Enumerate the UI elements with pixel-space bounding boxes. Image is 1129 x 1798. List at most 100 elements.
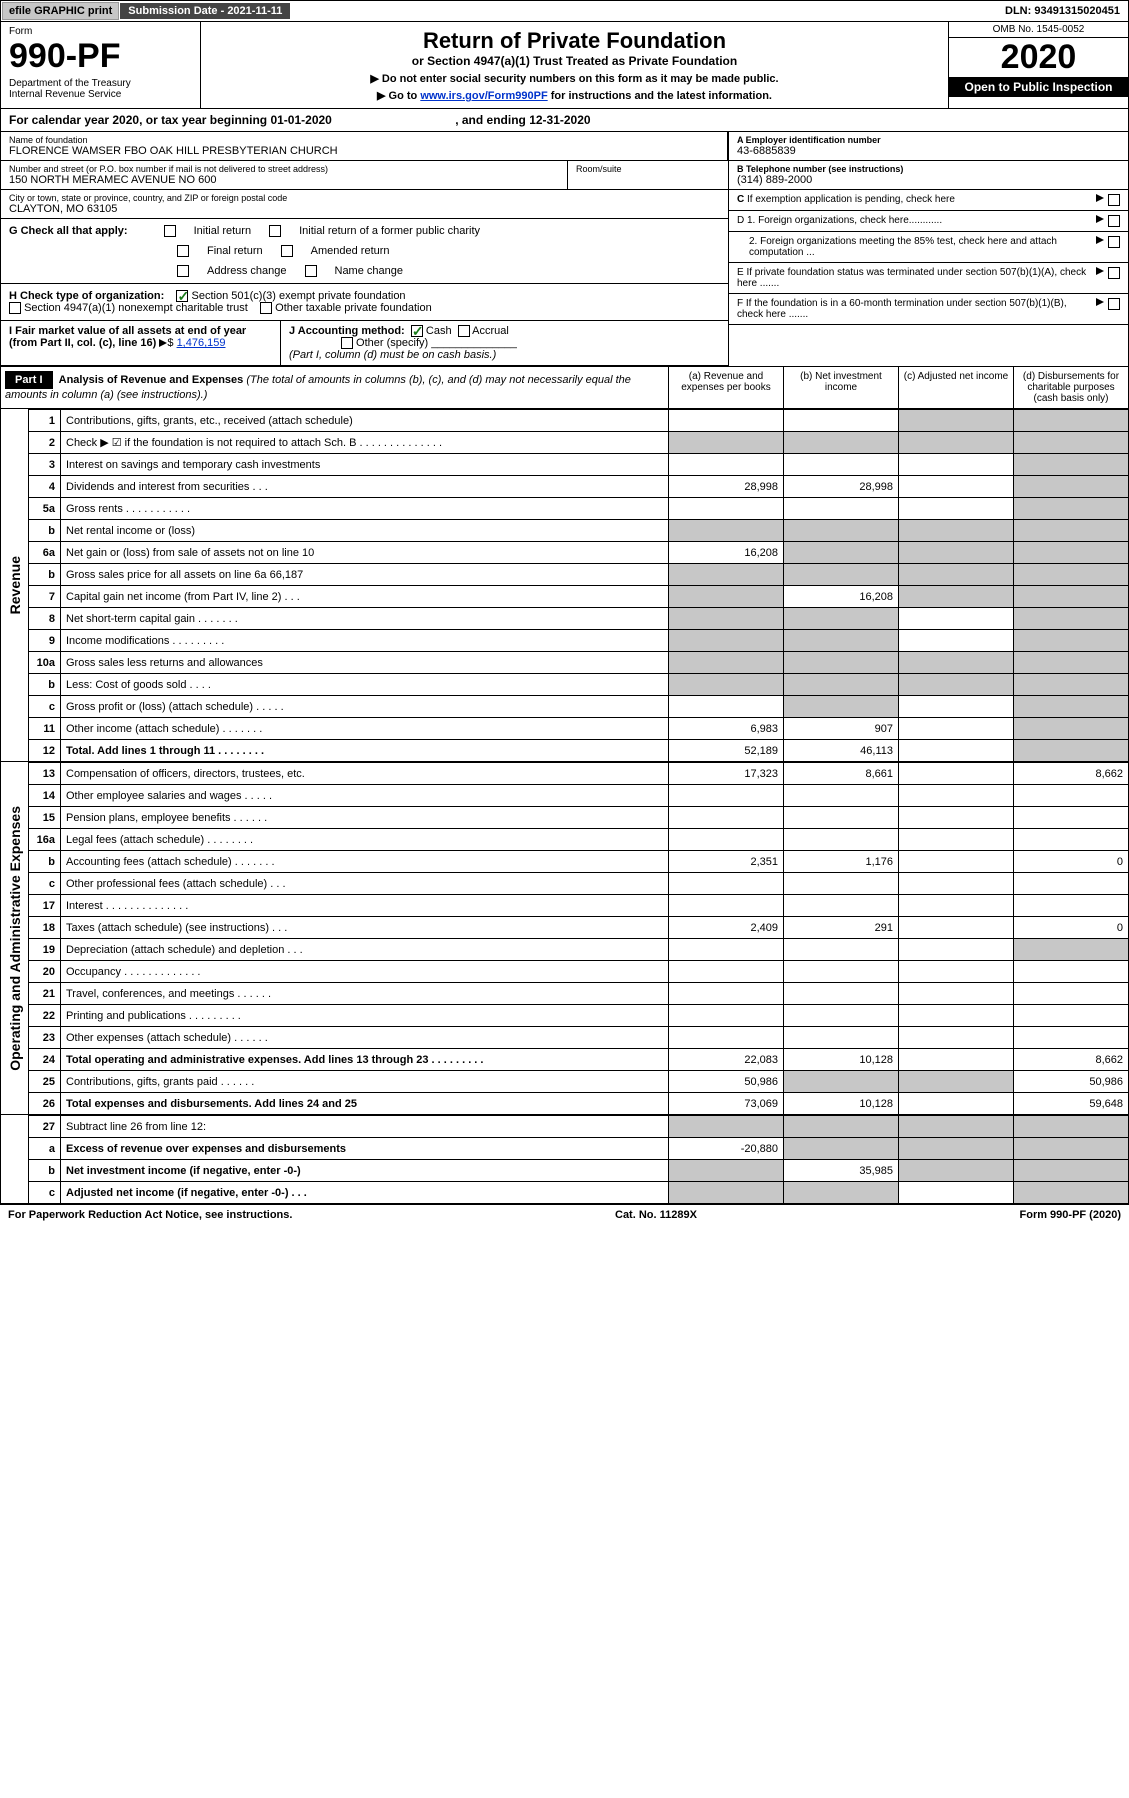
efile-print-button[interactable]: efile GRAPHIC print: [2, 2, 119, 20]
checkbox-other-taxable[interactable]: [260, 302, 272, 314]
irs-link[interactable]: www.irs.gov/Form990PF: [420, 90, 547, 102]
cell-value: 1,176: [784, 851, 899, 873]
table-row: b Less: Cost of goods sold . . . .: [29, 674, 1129, 696]
row-label: Less: Cost of goods sold . . . .: [61, 674, 669, 696]
form-header: Form 990-PF Department of the Treasury I…: [0, 22, 1129, 109]
cell-gray: [669, 432, 784, 454]
e-label: E If private foundation status was termi…: [737, 267, 1092, 289]
cell-value: [1014, 983, 1129, 1005]
col-a-header: (a) Revenue and expenses per books: [668, 367, 783, 408]
row-label: Contributions, gifts, grants paid . . . …: [61, 1071, 669, 1093]
cell-value: [784, 1027, 899, 1049]
checkbox-initial-former[interactable]: [269, 225, 281, 237]
arrow-icon: [159, 339, 167, 347]
checkbox-d2[interactable]: [1108, 236, 1120, 248]
cell-gray: [1014, 939, 1129, 961]
checkbox-final-return[interactable]: [177, 245, 189, 257]
table-row: 10a Gross sales less returns and allowan…: [29, 652, 1129, 674]
cell-value: [899, 608, 1014, 630]
checkbox-amended[interactable]: [281, 245, 293, 257]
cell-value: [899, 917, 1014, 939]
row-number: c: [29, 696, 61, 718]
cell-value: [1014, 807, 1129, 829]
checkbox-f[interactable]: [1108, 298, 1120, 310]
checkbox-4947[interactable]: [9, 302, 21, 314]
cell-value: 8,661: [784, 763, 899, 785]
row-number: 5a: [29, 498, 61, 520]
cell-value: [899, 785, 1014, 807]
row-number: b: [29, 851, 61, 873]
table-row: 11 Other income (attach schedule) . . . …: [29, 718, 1129, 740]
cell-value: 16,208: [669, 542, 784, 564]
row-label: Accounting fees (attach schedule) . . . …: [61, 851, 669, 873]
checkbox-name-change[interactable]: [305, 265, 317, 277]
cell-value: [784, 895, 899, 917]
top-bar: efile GRAPHIC print Submission Date - 20…: [0, 0, 1129, 22]
cell-value: [669, 829, 784, 851]
city-label: City or town, state or province, country…: [9, 193, 720, 203]
cell-value: [669, 696, 784, 718]
checkbox-c[interactable]: [1108, 194, 1120, 206]
room-label: Room/suite: [576, 164, 720, 174]
checkbox-initial-return[interactable]: [164, 225, 176, 237]
cell-value: [784, 454, 899, 476]
table-row: 20 Occupancy . . . . . . . . . . . . .: [29, 961, 1129, 983]
row-number: 16a: [29, 829, 61, 851]
table-row: 6a Net gain or (loss) from sale of asset…: [29, 542, 1129, 564]
checkbox-d1[interactable]: [1108, 215, 1120, 227]
row-label: Adjusted net income (if negative, enter …: [61, 1182, 669, 1204]
table-row: 9 Income modifications . . . . . . . . .: [29, 630, 1129, 652]
cell-gray: [669, 674, 784, 696]
checkbox-accrual[interactable]: [458, 325, 470, 337]
checkbox-cash[interactable]: [411, 325, 423, 337]
footer-left: For Paperwork Reduction Act Notice, see …: [8, 1209, 292, 1221]
j-note: (Part I, column (d) must be on cash basi…: [289, 349, 496, 361]
cell-gray: [899, 674, 1014, 696]
table-row: 7 Capital gain net income (from Part IV,…: [29, 586, 1129, 608]
row-label: Other employee salaries and wages . . . …: [61, 785, 669, 807]
row-label: Printing and publications . . . . . . . …: [61, 1005, 669, 1027]
row-label: Excess of revenue over expenses and disb…: [61, 1138, 669, 1160]
form-number: 990-PF: [9, 37, 192, 76]
cell-gray: [1014, 696, 1129, 718]
table-row: c Adjusted net income (if negative, ente…: [29, 1182, 1129, 1204]
table-row: 26 Total expenses and disbursements. Add…: [29, 1093, 1129, 1115]
row-number: 3: [29, 454, 61, 476]
cell-gray: [899, 1116, 1014, 1138]
row-number: 9: [29, 630, 61, 652]
table-row: 15 Pension plans, employee benefits . . …: [29, 807, 1129, 829]
cell-value: 17,323: [669, 763, 784, 785]
cell-gray: [784, 1116, 899, 1138]
checkbox-other-method[interactable]: [341, 337, 353, 349]
cell-value: [899, 498, 1014, 520]
table-row: 4 Dividends and interest from securities…: [29, 476, 1129, 498]
omb-number: OMB No. 1545-0052: [949, 22, 1128, 38]
row-number: 6a: [29, 542, 61, 564]
cell-value: 50,986: [669, 1071, 784, 1093]
row-number: 11: [29, 718, 61, 740]
checkbox-e[interactable]: [1108, 267, 1120, 279]
cell-gray: [899, 1138, 1014, 1160]
row-label: Travel, conferences, and meetings . . . …: [61, 983, 669, 1005]
expenses-table: 13 Compensation of officers, directors, …: [28, 762, 1129, 1115]
table-row: 24 Total operating and administrative ex…: [29, 1049, 1129, 1071]
cell-gray: [899, 586, 1014, 608]
ein: 43-6885839: [737, 145, 1120, 157]
checkbox-address-change[interactable]: [177, 265, 189, 277]
table-row: 16a Legal fees (attach schedule) . . . .…: [29, 829, 1129, 851]
fmv-link[interactable]: 1,476,159: [177, 337, 226, 349]
checkbox-501c3[interactable]: [176, 290, 188, 302]
cell-gray: [1014, 498, 1129, 520]
row-label: Total expenses and disbursements. Add li…: [61, 1093, 669, 1115]
cell-gray: [1014, 1160, 1129, 1182]
row-label: Compensation of officers, directors, tru…: [61, 763, 669, 785]
cell-value: [669, 498, 784, 520]
cell-gray: [669, 564, 784, 586]
cell-gray: [784, 520, 899, 542]
row-number: 12: [29, 740, 61, 762]
tel-label: B Telephone number (see instructions): [737, 164, 1120, 174]
cell-value: [669, 895, 784, 917]
table-row: 19 Depreciation (attach schedule) and de…: [29, 939, 1129, 961]
j-label: J Accounting method:: [289, 325, 405, 337]
cell-value: 50,986: [1014, 1071, 1129, 1093]
